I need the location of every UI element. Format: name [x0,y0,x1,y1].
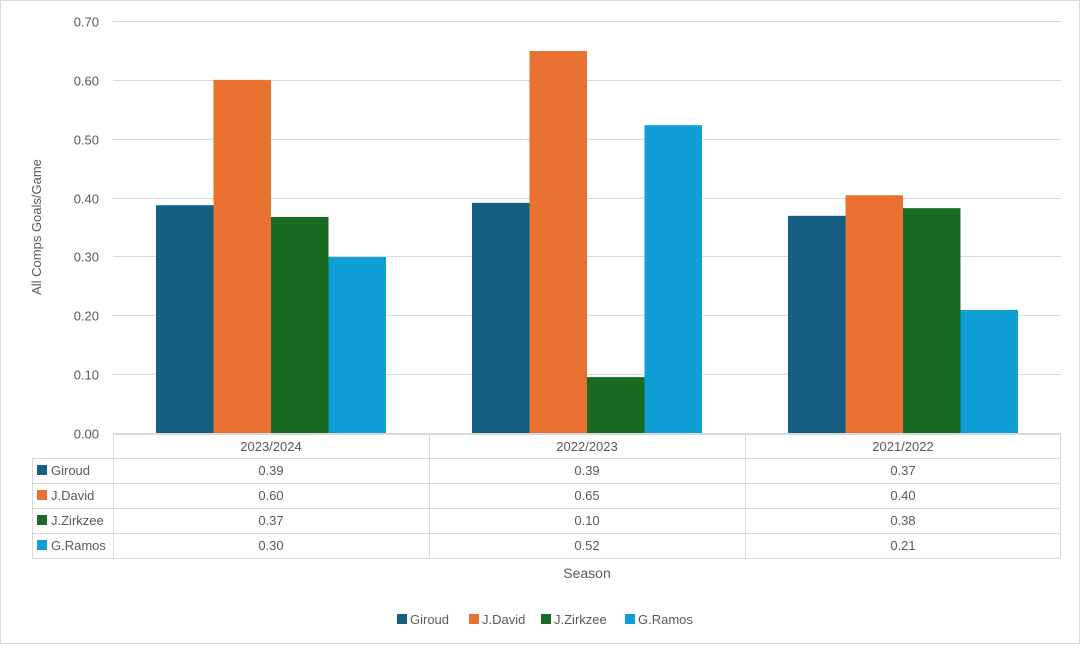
table-cell-value: 0.37 [258,513,283,528]
x-axis-label: Season [563,565,610,581]
table-category-label: 2021/2022 [872,439,933,454]
bar-giroud-2023-2024 [156,205,214,433]
bar-j-david-2023-2024 [213,79,271,433]
y-tick-label: 0.70 [74,15,99,30]
bar-j-david-2022-2023 [529,51,587,433]
table-cell-value: 0.37 [890,463,915,478]
table-legend-key [37,465,47,475]
table-cell-value: 0.38 [890,513,915,528]
table-cell-value: 0.65 [574,488,599,503]
legend-key-g-ramos [625,614,635,624]
legend-label: J.David [482,612,525,627]
y-tick-label: 0.50 [74,133,99,148]
bar-j-zirkzee-2022-2023 [587,377,645,433]
table-cell-value: 0.10 [574,513,599,528]
table-cell-value: 0.39 [258,463,283,478]
table-series-label: J.Zirkzee [51,513,104,528]
table-series-label: J.David [51,488,94,503]
bar-g-ramos-2021-2022 [960,309,1018,433]
y-tick-label: 0.60 [74,74,99,89]
table-category-label: 2023/2024 [240,439,301,454]
legend-label: Giroud [410,612,449,627]
table-cell-value: 0.39 [574,463,599,478]
table-legend-key [37,515,47,525]
table-cell-value: 0.60 [258,488,283,503]
table-series-label: G.Ramos [51,538,106,553]
table-series-label: Giroud [51,463,90,478]
legend-key-giroud [397,614,407,624]
table-cell-value: 0.21 [890,538,915,553]
bar-g-ramos-2023-2024 [328,257,386,433]
table-legend-key [37,490,47,500]
y-tick-label: 0.40 [74,192,99,207]
bar-j-david-2021-2022 [845,195,903,433]
legend-label: G.Ramos [638,612,693,627]
y-axis-label: All Comps Goals/Game [29,159,44,295]
table-cell-value: 0.40 [890,488,915,503]
table-category-label: 2022/2023 [556,439,617,454]
y-tick-label: 0.30 [74,250,99,265]
bar-j-zirkzee-2023-2024 [271,216,329,433]
legend-label: J.Zirkzee [554,612,607,627]
bar-giroud-2021-2022 [788,215,846,433]
y-tick-label: 0.00 [74,427,99,442]
legend-key-j-david [469,614,479,624]
table-cell-value: 0.52 [574,538,599,553]
table-legend-key [37,540,47,550]
bar-g-ramos-2022-2023 [644,125,702,434]
bar-giroud-2022-2023 [472,202,530,433]
y-tick-label: 0.10 [74,368,99,383]
legend-key-j-zirkzee [541,614,551,624]
table-cell-value: 0.30 [258,538,283,553]
y-tick-label: 0.20 [74,309,99,324]
bar-j-zirkzee-2021-2022 [903,208,961,433]
